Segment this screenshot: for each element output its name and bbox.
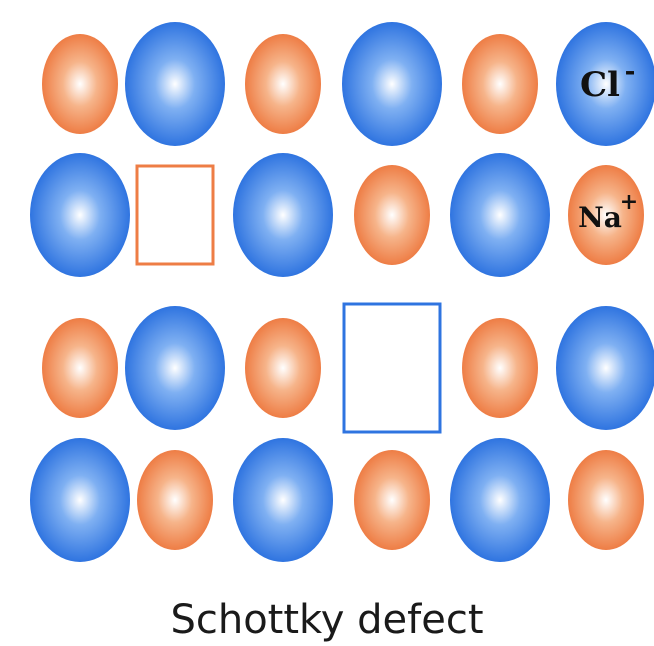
na-cation-ion (137, 450, 213, 550)
na-charge-label: + (620, 189, 638, 215)
na-cation-ion (42, 318, 118, 418)
cl-anion-ion (342, 22, 442, 146)
cl-anion-ion (450, 438, 550, 562)
cl-anion-ion (233, 438, 333, 562)
na-cation-ion (462, 34, 538, 134)
na-cation-ion (245, 34, 321, 134)
cl-anion-ion (450, 153, 550, 277)
cation-vacancy (135, 164, 215, 266)
na-cation-ion (568, 450, 644, 550)
na-cation-ion (568, 165, 644, 265)
figure-caption: Schottky defect (170, 597, 484, 643)
na-ion-label: Na (578, 201, 622, 234)
cl-anion-ion (125, 306, 225, 430)
cl-anion-ion (556, 306, 654, 430)
na-cation-ion (42, 34, 118, 134)
anion-vacancy (342, 302, 442, 434)
cl-charge-label: - (625, 57, 636, 87)
cl-anion-ion (556, 22, 654, 146)
cl-anion-ion (125, 22, 225, 146)
cl-anion-ion (30, 153, 130, 277)
na-cation-ion (354, 450, 430, 550)
lattice-sites: Cl - Na+ (30, 22, 654, 562)
na-cation-ion (354, 165, 430, 265)
cl-anion-ion (233, 153, 333, 277)
cl-ion-label: Cl (580, 65, 620, 105)
na-cation-ion (245, 318, 321, 418)
cl-anion-ion (30, 438, 130, 562)
na-cation-ion (462, 318, 538, 418)
